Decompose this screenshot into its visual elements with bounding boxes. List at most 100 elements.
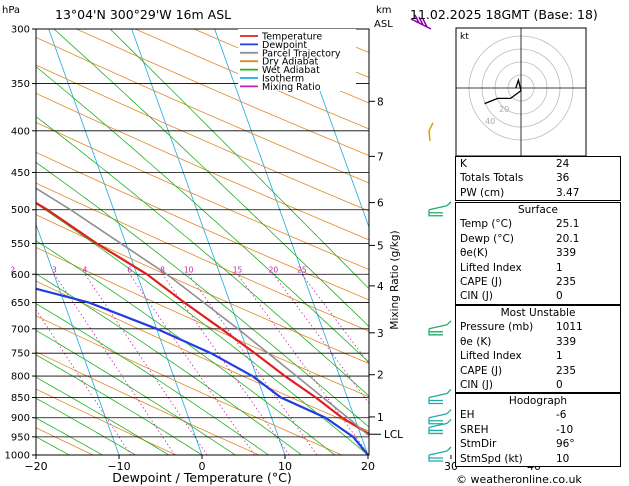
wet-adiabat bbox=[36, 303, 269, 455]
lcl-label: LCL bbox=[384, 429, 403, 441]
pressure-tick-label: 850 bbox=[11, 393, 30, 404]
table-row: StmSpd (kt) 10 bbox=[460, 452, 570, 465]
table-row: CAPE (J) 235 bbox=[460, 275, 577, 288]
mixing-ratio-line bbox=[237, 274, 369, 455]
most-unstable-panel: Most Unstable Pressure (mb) 1011 θe (K) 33… bbox=[455, 305, 621, 394]
wind-barb bbox=[410, 14, 432, 30]
km-tick-label: 7 bbox=[377, 151, 384, 163]
mixing-ratio-tick-label: 20 bbox=[269, 265, 279, 274]
dry-adiabat bbox=[36, 64, 369, 212]
mixing-ratio-tick-label: 8 bbox=[160, 265, 165, 274]
table-row: Lifted Index 1 bbox=[460, 350, 563, 363]
wind-barb bbox=[428, 409, 452, 425]
pressure-tick-label: 300 bbox=[11, 25, 30, 36]
dewpoint-profile bbox=[36, 287, 369, 455]
wind-barb bbox=[428, 201, 452, 217]
title-right: 11.02.2025 18GMT (Base: 18) bbox=[410, 7, 598, 22]
km-tick-label: 1 bbox=[377, 412, 384, 424]
hodograph-trace bbox=[484, 77, 522, 105]
totals-totals-row: Totals Totals 36 bbox=[460, 172, 570, 185]
table-row: θe(K) 339 bbox=[460, 247, 577, 260]
parcel-trajectory-profile bbox=[36, 187, 369, 436]
x-tick-label: 0 bbox=[199, 460, 206, 473]
legend-label: Temperature bbox=[261, 32, 322, 43]
table-row: Pressure (mb) 1011 bbox=[460, 321, 583, 334]
wind-barb bbox=[428, 320, 452, 336]
table-row: θe (K) 339 bbox=[460, 335, 577, 348]
mixing-ratio-line bbox=[273, 274, 369, 405]
table-row: Temp (°C) 25.1 bbox=[460, 218, 580, 231]
dry-adiabat bbox=[36, 121, 369, 270]
x-tick-label: −10 bbox=[107, 460, 130, 473]
wet-adiabat bbox=[36, 273, 302, 455]
isotherm-line bbox=[297, 29, 369, 229]
legend-label: Dry Adiabat bbox=[262, 57, 319, 68]
table-row: StmDir 96° bbox=[460, 438, 575, 451]
pressure-tick-label: 600 bbox=[11, 270, 30, 281]
table-row: EH -6 bbox=[460, 409, 567, 422]
km-label: km bbox=[376, 5, 392, 16]
legend-label: Mixing Ratio bbox=[262, 82, 321, 93]
wet-adiabat bbox=[36, 329, 236, 455]
pressure-tick-label: 650 bbox=[11, 298, 30, 309]
wind-barb bbox=[428, 122, 434, 141]
legend-label: Wet Adiabat bbox=[262, 65, 320, 76]
dry-adiabat bbox=[36, 388, 177, 455]
asl-label: ASL bbox=[374, 19, 393, 30]
hodograph-header: Hodograph bbox=[508, 395, 568, 407]
wet-adiabat bbox=[36, 376, 170, 455]
table-row: CIN (J) 0 bbox=[460, 290, 563, 303]
km-tick-label: 5 bbox=[377, 240, 384, 252]
km-tick-label: 6 bbox=[377, 198, 384, 210]
mixing-ratio-tick-label: 10 bbox=[184, 265, 194, 274]
dry-adiabat bbox=[36, 246, 369, 398]
km-tick-label: 8 bbox=[377, 96, 384, 108]
most-unstable-header: Most Unstable bbox=[500, 307, 576, 319]
legend-label: Dewpoint bbox=[262, 40, 307, 51]
hodograph: kt 20 40 bbox=[455, 27, 587, 157]
hodograph-unit-label: kt bbox=[460, 32, 469, 42]
isotherm-line bbox=[131, 29, 286, 455]
mixing-ratio-tick-label: 15 bbox=[233, 265, 243, 274]
isotherm-line bbox=[36, 223, 120, 455]
x-tick-label: −20 bbox=[24, 460, 47, 473]
legend-label: Parcel Trajectory bbox=[262, 48, 341, 59]
km-tick-label: 4 bbox=[377, 281, 384, 293]
indices-panel: K 24 Totals Totals 36 PW (cm) 3.47 bbox=[455, 156, 621, 202]
mixing-ratio-line bbox=[36, 309, 132, 455]
pressure-tick-label: 450 bbox=[11, 168, 30, 179]
mixing-ratio-tick-label: 4 bbox=[83, 265, 88, 274]
pressure-tick-label: 750 bbox=[11, 349, 30, 360]
table-row: CAPE (J) 235 bbox=[460, 364, 577, 377]
x-axis-label: Dewpoint / Temperature (°C) bbox=[112, 470, 291, 485]
legend-label: Isotherm bbox=[262, 74, 304, 85]
pressure-tick-label: 800 bbox=[11, 372, 30, 383]
mixing-ratio-line bbox=[162, 274, 290, 455]
hpa-label: hPa bbox=[2, 5, 20, 16]
mixing-ratio-tick-label: 6 bbox=[127, 265, 132, 274]
surface-panel: Surface Temp (°C) 25.1 Dewp (°C) 20.1 θe(K… bbox=[455, 202, 621, 305]
wind-barb bbox=[428, 446, 452, 462]
temperature-profile bbox=[36, 201, 369, 436]
wind-barbs bbox=[410, 14, 452, 462]
pw-row: PW (cm) 3.47 bbox=[460, 186, 580, 199]
surface-header: Surface bbox=[517, 204, 558, 216]
x-tick-label: 30 bbox=[444, 460, 458, 473]
mixing-ratio-line bbox=[301, 274, 369, 365]
pressure-tick-label: 1000 bbox=[5, 451, 30, 462]
mixing-ratio-axis-label: Mixing Ratio (g/kg) bbox=[389, 230, 401, 329]
table-row: Lifted Index 1 bbox=[460, 261, 563, 274]
x-tick-label: 10 bbox=[278, 460, 292, 473]
isotherm-line bbox=[214, 29, 369, 455]
isotherm-line bbox=[48, 29, 203, 455]
hodograph-panel: Hodograph EH -6 SREH -10 StmDir 96° StmSpd … bbox=[455, 393, 621, 467]
wet-adiabat bbox=[36, 354, 203, 455]
dry-adiabat bbox=[36, 351, 260, 455]
hodograph-ring-label: 20 bbox=[499, 105, 509, 114]
pressure-tick-label: 550 bbox=[11, 239, 30, 250]
title-left: 13°04'N 300°29'W 16m ASL bbox=[55, 7, 231, 22]
km-tick-label: 2 bbox=[377, 370, 384, 382]
credit-link[interactable]: © weatheronline.co.uk bbox=[456, 473, 582, 486]
